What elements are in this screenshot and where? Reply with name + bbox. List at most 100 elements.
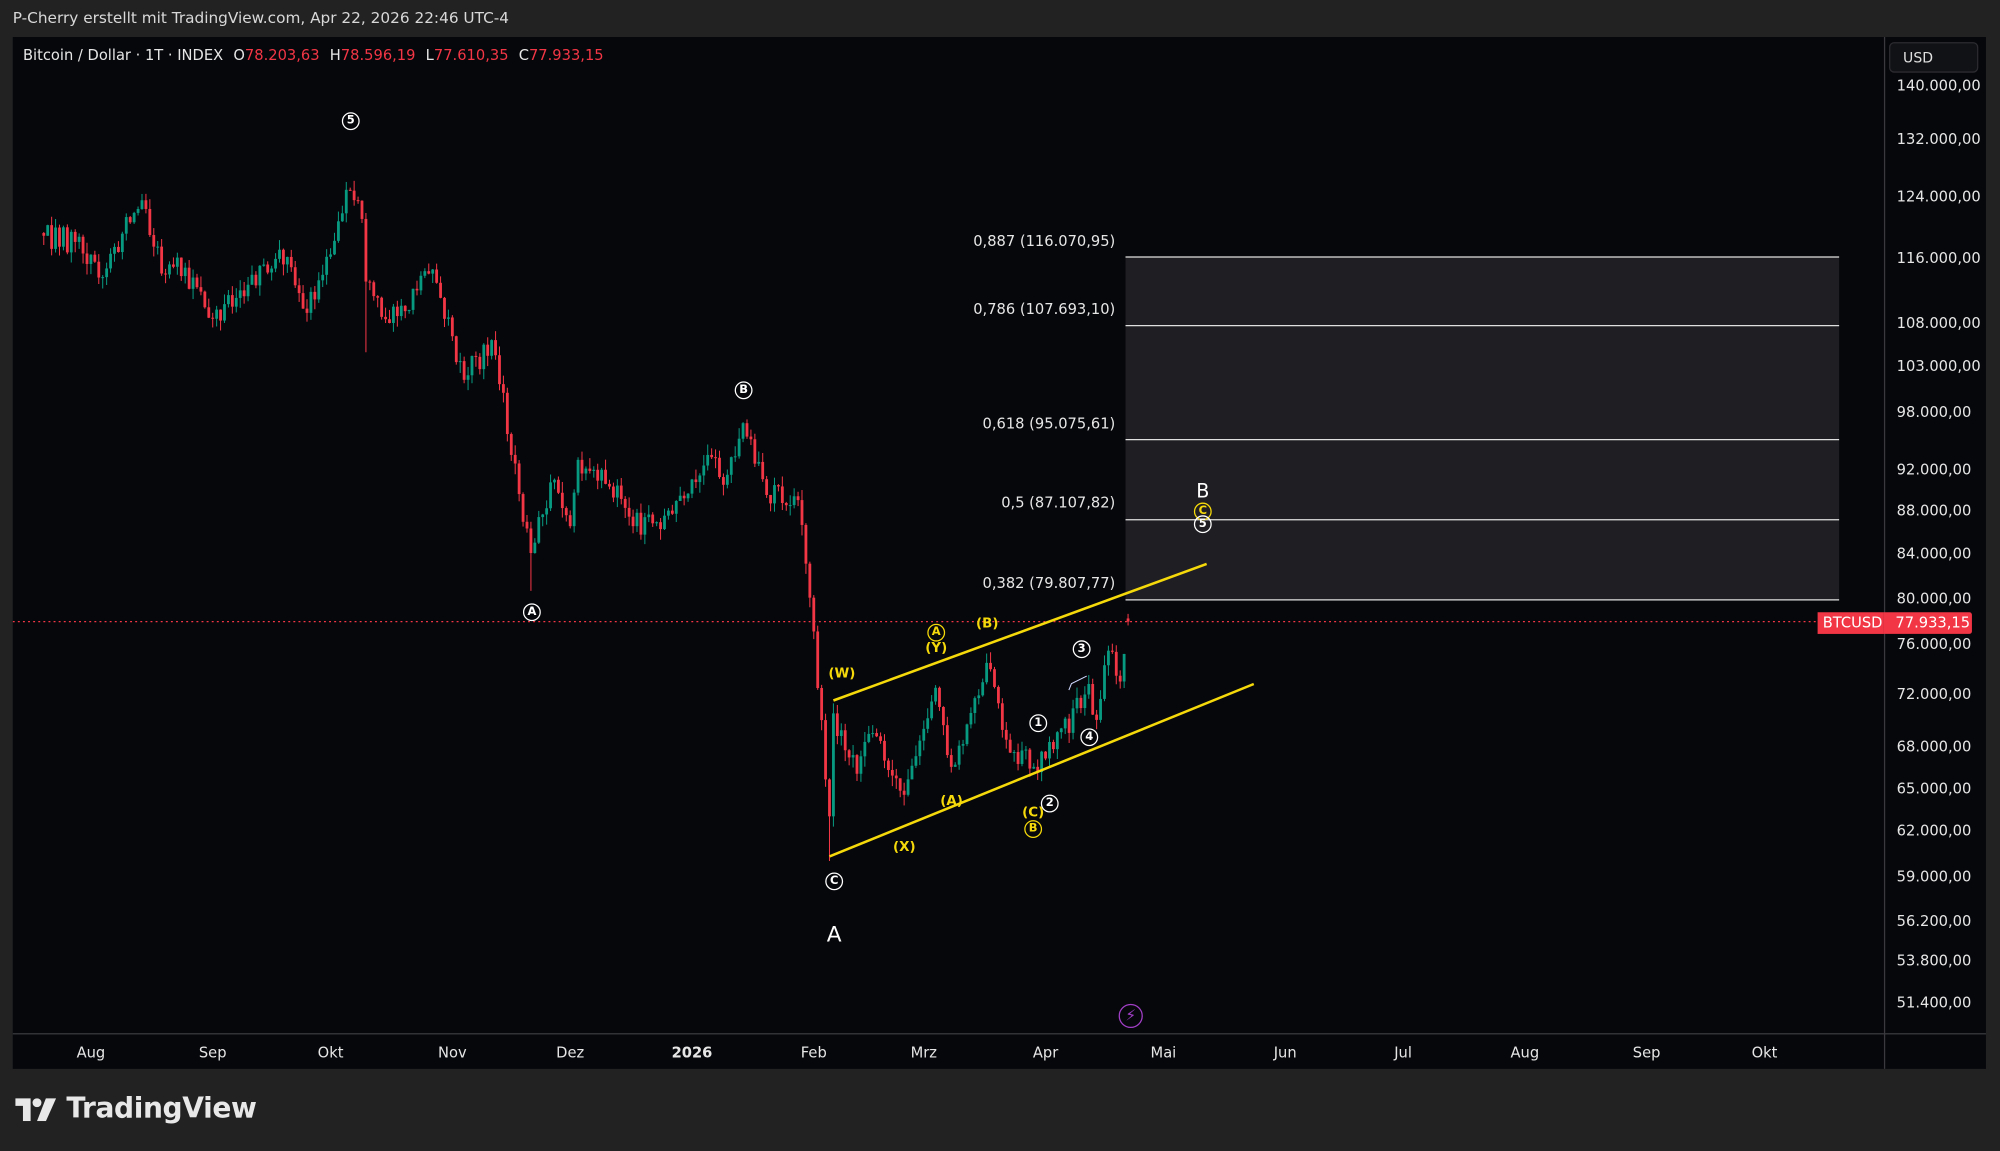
- wave-label-y[interactable]: (Y): [925, 640, 948, 656]
- wave-label-2[interactable]: 2: [1040, 794, 1059, 813]
- candle: [631, 516, 635, 527]
- price-tick-label: 68.000,00: [1896, 737, 1972, 756]
- lightning-icon[interactable]: ⚡: [1118, 1003, 1143, 1029]
- wave-label-5-target[interactable]: 5: [1193, 515, 1212, 534]
- time-tick-label: Feb: [800, 1043, 827, 1062]
- candle: [305, 308, 309, 313]
- wave-label-big-b[interactable]: B: [1196, 479, 1210, 503]
- candle: [835, 713, 839, 737]
- candle: [470, 355, 474, 376]
- candle: [623, 498, 627, 508]
- close-label: C: [518, 45, 529, 64]
- channel-upper-line[interactable]: [832, 562, 1208, 702]
- candle: [431, 269, 435, 274]
- candle: [274, 258, 277, 269]
- candle: [808, 563, 812, 598]
- open-value: 78.203,63: [244, 45, 320, 64]
- wave-label-3[interactable]: 3: [1072, 640, 1091, 659]
- candle: [321, 274, 325, 281]
- candle: [1059, 728, 1063, 733]
- candle: [843, 730, 847, 751]
- fib-level-label: 0,382 (79.807,77): [982, 574, 1116, 593]
- candle: [765, 479, 769, 495]
- candle: [175, 257, 179, 267]
- candle: [50, 225, 54, 249]
- price-tick-label: 62.000,00: [1896, 822, 1972, 840]
- wave-label-5-primary[interactable]: 5: [341, 112, 360, 131]
- candle: [42, 233, 46, 236]
- candle: [820, 688, 824, 721]
- candle: [1008, 739, 1012, 753]
- symbol-name[interactable]: Bitcoin / Dollar · 1T · INDEX: [22, 45, 224, 64]
- candle: [572, 492, 576, 527]
- wave-label-b-yellow[interactable]: B: [1024, 820, 1043, 839]
- candle: [376, 296, 380, 298]
- candle: [592, 469, 596, 471]
- candle: [741, 423, 745, 439]
- candle: [238, 290, 242, 298]
- price-tick-label: 56.200,00: [1896, 911, 1972, 930]
- wave-label-x[interactable]: (X): [893, 839, 916, 855]
- candle: [215, 309, 219, 319]
- candle: [1020, 750, 1024, 764]
- candle: [521, 494, 525, 522]
- candle: [580, 459, 584, 474]
- candle: [1024, 749, 1028, 751]
- wave-label-1[interactable]: 1: [1029, 714, 1048, 733]
- wave-label-4[interactable]: 4: [1080, 728, 1099, 747]
- fib-level-label: 0,618 (95.075,61): [982, 414, 1116, 432]
- candle: [203, 291, 207, 308]
- candle: [1122, 653, 1126, 682]
- candle: [710, 454, 714, 458]
- candle: [124, 217, 128, 234]
- candle: [557, 479, 560, 493]
- candle: [1067, 718, 1071, 733]
- wave-label-b-circled[interactable]: B: [734, 381, 753, 400]
- candle: [718, 457, 721, 478]
- candle: [1000, 703, 1004, 730]
- candle: [541, 514, 545, 518]
- wave-label-a-paren[interactable]: (A): [940, 793, 963, 809]
- candle: [411, 288, 415, 310]
- wave-label-c-circled[interactable]: C: [825, 872, 844, 891]
- candle: [800, 500, 804, 525]
- price-tick-label: 51.400,00: [1896, 993, 1972, 1012]
- candle: [73, 231, 77, 242]
- candle: [942, 706, 945, 726]
- candle: [588, 468, 592, 471]
- candle: [745, 423, 749, 437]
- candle: [914, 756, 918, 766]
- candle: [525, 521, 529, 529]
- price-tick-label: 53.800,00: [1896, 951, 1972, 970]
- candle: [113, 246, 116, 254]
- wave-label-b-paren[interactable]: (B): [976, 616, 999, 632]
- candle: [973, 698, 977, 713]
- candle: [89, 254, 93, 264]
- channel-lower-line[interactable]: [829, 682, 1255, 858]
- candle: [977, 695, 981, 699]
- candle: [890, 769, 894, 776]
- candle: [839, 730, 843, 737]
- candle: [659, 522, 662, 530]
- candle: [930, 701, 934, 719]
- candle: [851, 755, 855, 758]
- candle: [961, 744, 965, 746]
- wave-label-c-paren[interactable]: (C): [1022, 804, 1045, 821]
- wave-label-w[interactable]: (W): [828, 665, 856, 682]
- candle: [293, 267, 297, 286]
- price-tick-label: 116.000,00: [1896, 248, 1981, 267]
- candle: [989, 662, 992, 670]
- wave-label-big-a[interactable]: A: [826, 922, 842, 948]
- candle: [706, 454, 710, 466]
- price-tick-label: 103.000,00: [1896, 357, 1981, 376]
- currency-button[interactable]: USD: [1889, 42, 1979, 73]
- candle: [784, 502, 788, 506]
- wave-label-a-yellow[interactable]: A: [927, 623, 946, 642]
- candle: [282, 249, 285, 265]
- wave-label-a-circled[interactable]: A: [522, 603, 541, 622]
- candle: [360, 200, 364, 219]
- candle: [529, 528, 533, 554]
- fib-retracement[interactable]: [1125, 256, 1840, 601]
